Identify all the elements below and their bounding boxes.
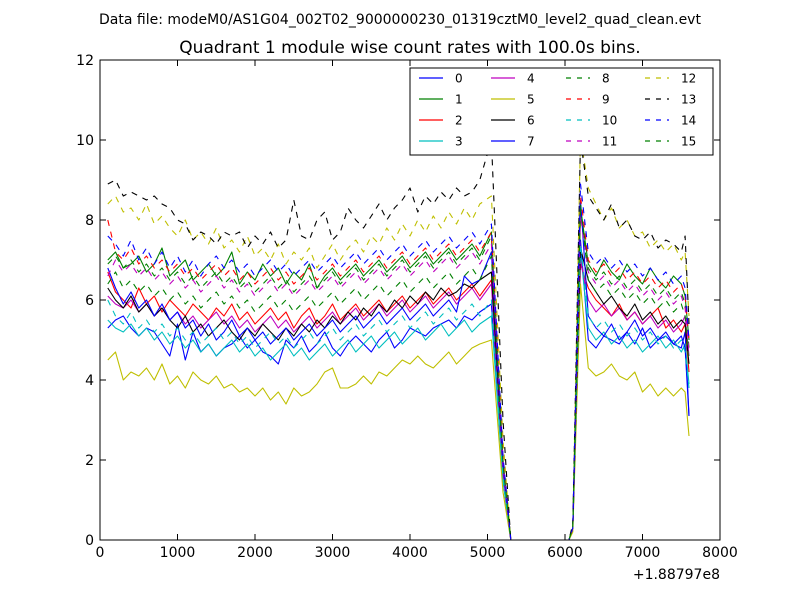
legend-item-2: 2 xyxy=(419,114,463,128)
legend-label: 6 xyxy=(527,114,535,128)
legend-item-3: 3 xyxy=(419,135,463,149)
legend-item-15: 15 xyxy=(645,135,696,149)
series-line-13 xyxy=(107,139,690,541)
legend-label: 0 xyxy=(455,72,463,86)
legend-item-12: 12 xyxy=(645,72,696,86)
legend-item-1: 1 xyxy=(419,93,463,107)
x-tick-label: 6000 xyxy=(547,545,583,561)
legend-item-7: 7 xyxy=(491,135,535,149)
legend-label: 5 xyxy=(527,93,535,107)
legend-label: 14 xyxy=(681,114,696,128)
legend-label: 2 xyxy=(455,114,463,128)
y-tick-label: 10 xyxy=(76,133,94,149)
x-tick-label: 5000 xyxy=(470,545,506,561)
axis-ticks: 0 1000 2000 3000 4000 5000 6000 7000 80000246810… xyxy=(76,53,738,561)
series-line-3 xyxy=(107,251,690,541)
legend-label: 13 xyxy=(681,93,696,107)
series-line-10 xyxy=(107,243,690,541)
x-tick-label: 2000 xyxy=(237,545,273,561)
legend-item-6: 6 xyxy=(491,114,535,128)
series-layer xyxy=(107,135,690,541)
legend-label: 3 xyxy=(455,135,463,149)
legend-label: 15 xyxy=(681,135,696,149)
legend-label: 1 xyxy=(455,93,463,107)
series-line-8 xyxy=(107,211,690,541)
legend-item-9: 9 xyxy=(566,93,610,107)
x-offset-label: +1.88797e8 xyxy=(633,567,720,583)
x-tick-label: 0 xyxy=(96,545,105,561)
y-tick-label: 4 xyxy=(85,373,94,389)
legend-label: 11 xyxy=(602,135,617,149)
y-tick-label: 2 xyxy=(85,453,94,469)
legend-item-4: 4 xyxy=(491,72,535,86)
legend-item-5: 5 xyxy=(491,93,535,107)
series-line-4 xyxy=(107,259,690,541)
series-line-9 xyxy=(107,195,690,541)
legend-frame xyxy=(409,67,714,156)
series-line-1 xyxy=(107,207,690,541)
x-tick-label: 7000 xyxy=(625,545,661,561)
legend-label: 7 xyxy=(527,135,535,149)
legend-item-10: 10 xyxy=(566,114,617,128)
y-tick-label: 6 xyxy=(85,293,94,309)
legend-item-8: 8 xyxy=(566,72,610,86)
legend-label: 10 xyxy=(602,114,617,128)
series-line-2 xyxy=(107,263,690,541)
series-line-5 xyxy=(107,283,690,541)
y-tick-label: 12 xyxy=(76,53,94,69)
chart-title: Quadrant 1 module wise count rates with … xyxy=(179,38,640,58)
series-line-14 xyxy=(107,183,690,541)
x-tick-label: 8000 xyxy=(702,545,738,561)
legend-label: 9 xyxy=(602,93,610,107)
legend-item-11: 11 xyxy=(566,135,617,149)
series-line-7 xyxy=(107,199,690,541)
series-line-12 xyxy=(107,135,690,541)
figure-suptitle: Data file: modeM0/AS1G04_002T02_90000002… xyxy=(99,12,701,28)
legend-item-0: 0 xyxy=(419,72,463,86)
x-tick-label: 3000 xyxy=(315,545,351,561)
legend-label: 8 xyxy=(602,72,610,86)
x-tick-label: 4000 xyxy=(392,545,428,561)
legend-item-14: 14 xyxy=(645,114,696,128)
plot-frame xyxy=(99,59,721,541)
y-tick-label: 0 xyxy=(85,533,94,549)
legend-item-13: 13 xyxy=(645,93,696,107)
legend-label: 12 xyxy=(681,72,696,86)
legend-label: 4 xyxy=(527,72,535,86)
x-tick-label: 1000 xyxy=(160,545,196,561)
y-tick-label: 8 xyxy=(85,213,94,229)
